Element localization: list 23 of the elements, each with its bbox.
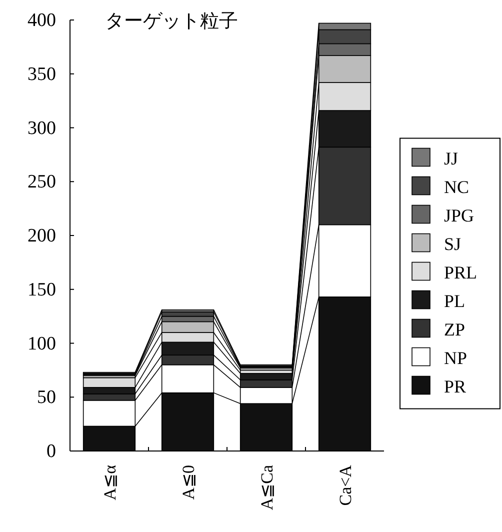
y-tick-label: 250 <box>28 172 56 193</box>
x-tick-label: A≦0 <box>178 465 198 500</box>
legend-label: JJ <box>444 148 458 168</box>
y-tick-label: 0 <box>46 441 56 462</box>
legend-label: PL <box>444 290 466 311</box>
y-tick-label: 200 <box>28 226 56 246</box>
legend-label: JPG <box>444 205 474 226</box>
x-tick-label: Ca<A <box>336 464 355 506</box>
x-tick-label: A≦α <box>100 464 120 500</box>
legend-label: ZP <box>444 319 466 340</box>
y-tick-label: 350 <box>28 64 56 85</box>
y-tick-label: 300 <box>28 118 56 139</box>
legend-label: PRL <box>444 262 478 282</box>
legend-label: SJ <box>444 234 462 254</box>
y-tick-label: 150 <box>28 279 56 300</box>
x-tick-label: A≦Ca <box>257 464 276 510</box>
legend-label: PR <box>444 376 466 396</box>
y-tick-label: 100 <box>28 333 56 354</box>
y-tick-label: 50 <box>37 387 56 408</box>
y-tick-label: 400 <box>28 10 56 31</box>
legend-label: NP <box>444 348 468 368</box>
legend-label: NC <box>444 176 470 197</box>
chart-title: ターゲット粒子 <box>105 11 238 32</box>
